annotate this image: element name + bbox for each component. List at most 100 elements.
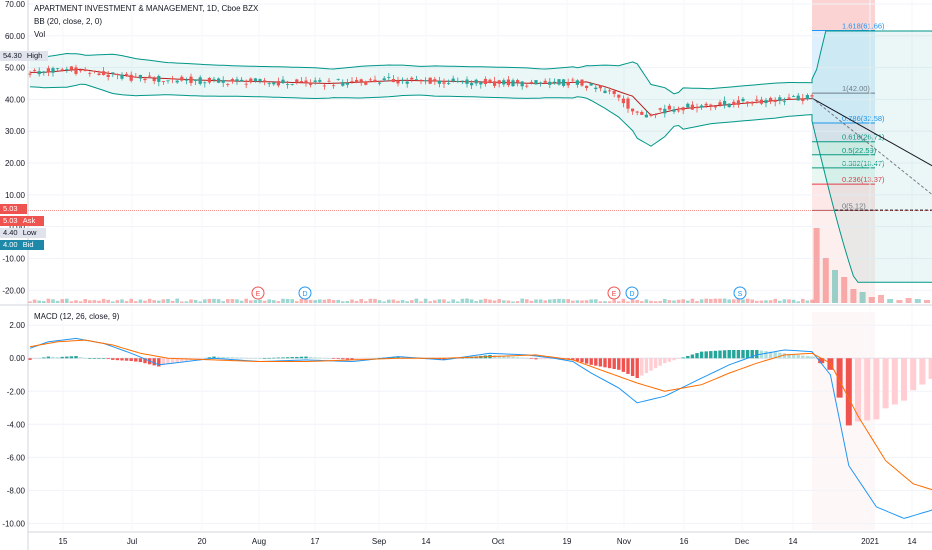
macd-histogram-bar — [230, 357, 235, 359]
low-value: 4.40 — [3, 228, 18, 237]
bb-fill — [30, 31, 932, 283]
macd-histogram-bar — [658, 358, 662, 366]
volume-bar — [456, 301, 460, 303]
candle-body — [511, 80, 515, 87]
event-marker-label: E — [612, 291, 617, 298]
candle-body — [778, 97, 782, 101]
candle-body — [74, 67, 78, 74]
candle-body — [805, 95, 809, 100]
macd-histogram-bar — [745, 349, 750, 359]
time-axis-label: Aug — [252, 537, 266, 546]
macd-histogram-bar — [502, 356, 506, 359]
candle-body — [594, 87, 598, 90]
candle-body — [364, 81, 368, 85]
candle-body — [769, 97, 773, 101]
macd-histogram-bar — [276, 357, 281, 359]
volume-bar — [626, 301, 630, 303]
volume-bar — [557, 298, 561, 303]
fib-level-label: 0.786(32.58) — [842, 114, 885, 123]
macd-histogram-bar — [28, 358, 32, 360]
volume-bar — [253, 299, 258, 303]
candle-body — [258, 79, 262, 82]
candle-body — [557, 79, 561, 85]
event-marker-split[interactable]: S — [733, 286, 747, 300]
candle-body — [28, 73, 32, 75]
event-marker-dividend[interactable]: D — [625, 286, 639, 300]
macd-histogram-bar — [787, 353, 791, 359]
candle-body — [497, 80, 501, 84]
macd-histogram-bar — [308, 356, 313, 359]
macd-legend[interactable]: MACD (12, 26, close, 9) — [34, 312, 120, 321]
volume-legend[interactable]: Vol — [34, 30, 46, 39]
macd-histogram-bar — [928, 358, 932, 379]
time-axis-label: Sep — [372, 537, 387, 546]
candle-body — [437, 80, 441, 84]
fibonacci-projection[interactable]: 1.618(61.66) 1(42.00) 0.786(32.58) 0.618(26… — [812, 0, 885, 530]
macd-histogram-bar — [607, 358, 612, 369]
candle-body — [318, 80, 322, 82]
macd-line — [29, 337, 932, 519]
volume-bar — [55, 300, 60, 303]
volume-bar — [184, 301, 189, 303]
macd-histogram-bar — [919, 358, 926, 385]
macd-histogram-bar — [111, 358, 115, 360]
volume-bar — [868, 297, 875, 303]
volume-bar — [822, 258, 829, 303]
candle-body — [226, 84, 230, 85]
volume-bar — [400, 300, 405, 303]
event-marker-earnings[interactable]: E — [251, 286, 265, 300]
volume-bar — [290, 299, 294, 303]
candle-body — [713, 106, 717, 108]
macd-histogram-bar — [184, 358, 189, 361]
fib-zone — [812, 123, 875, 142]
time-axis-label: 14 — [789, 537, 798, 546]
price-axis-label: 70.00 — [5, 0, 26, 9]
volume-bar — [488, 299, 492, 303]
candlesticks — [28, 64, 814, 119]
macd-histogram-bar — [805, 356, 810, 359]
candle-body — [608, 90, 612, 92]
macd-histogram-bar — [534, 358, 538, 360]
macd-histogram-bar — [640, 358, 644, 376]
candle-body — [299, 81, 303, 83]
candle-body — [180, 76, 184, 81]
fib-level-label: 1.618(61.66) — [842, 22, 885, 31]
candle-body — [644, 114, 648, 118]
volume-bar — [887, 299, 894, 303]
volume-bar — [736, 298, 741, 303]
candle-body — [433, 79, 437, 82]
candle-body — [111, 72, 115, 74]
time-axis-label: Jul — [127, 537, 137, 546]
macd-histogram-bar — [901, 358, 907, 401]
volume-bar — [905, 298, 912, 303]
candle-body — [447, 83, 451, 84]
candle-body — [143, 78, 147, 81]
candle-body — [442, 82, 446, 84]
symbol-title[interactable]: APARTMENT INVESTMENT & MANAGEMENT, 1D, C… — [34, 4, 259, 13]
volume-bar — [285, 298, 290, 303]
time-axis-label: 17 — [311, 537, 320, 546]
macd-histogram-bar — [497, 355, 501, 359]
bb-legend[interactable]: BB (20, close, 2, 0) — [34, 17, 103, 26]
volume-bar — [78, 301, 83, 303]
macd-histogram-bar — [235, 357, 239, 359]
candle-body — [42, 71, 46, 73]
volume-bar — [152, 300, 156, 303]
macd-histogram-bar — [290, 357, 294, 359]
event-marker-earnings[interactable]: E — [607, 286, 621, 300]
macd-histogram-bar — [295, 356, 299, 359]
candle-body — [79, 70, 83, 72]
candle-body — [267, 83, 271, 85]
macd-pane — [28, 337, 932, 519]
macd-histogram-bar — [718, 350, 722, 359]
candle-body — [69, 66, 73, 70]
candle-body — [345, 82, 349, 85]
event-marker-dividend[interactable]: D — [298, 286, 312, 300]
candle-body — [244, 83, 248, 85]
candle-body — [704, 103, 708, 106]
macd-histogram-bar — [78, 357, 83, 359]
candle-body — [718, 102, 722, 106]
event-marker-circle — [607, 286, 621, 300]
